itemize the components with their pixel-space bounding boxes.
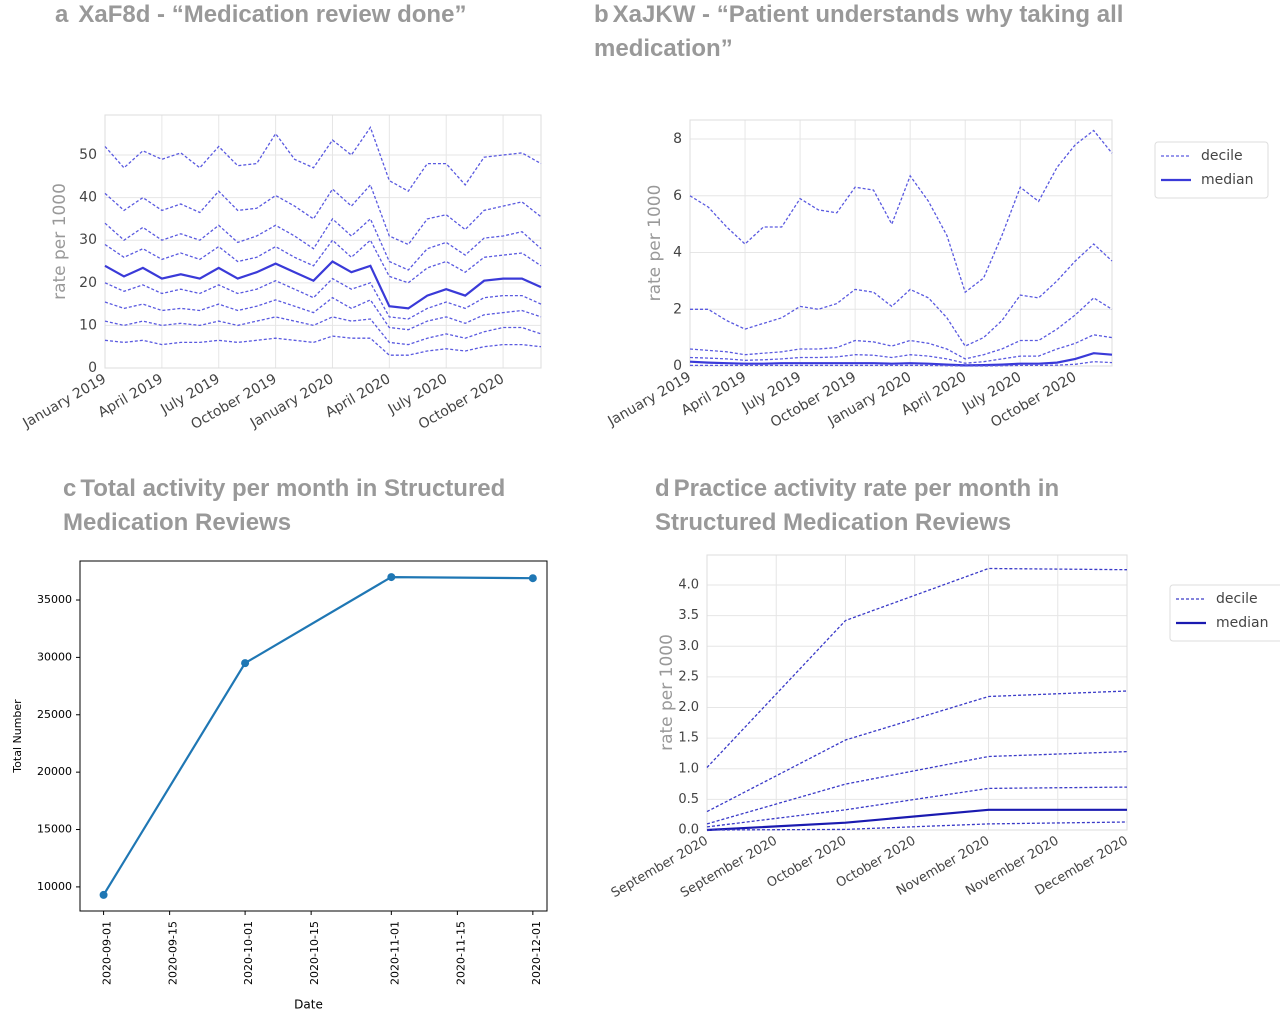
series-line bbox=[706, 786, 1128, 828]
y-tick-label: 6 bbox=[673, 188, 682, 204]
x-tick-label: 2020-11-15 bbox=[454, 921, 467, 985]
panel-letter: b bbox=[594, 1, 609, 28]
x-tick-label: 2020-12-01 bbox=[530, 921, 543, 985]
series-line bbox=[690, 361, 1113, 367]
series-line bbox=[104, 296, 542, 331]
y-axis-label: rate per 1000 bbox=[50, 183, 70, 300]
series-line bbox=[104, 125, 542, 193]
plot-frame bbox=[689, 119, 1113, 367]
plot-frame bbox=[79, 560, 548, 912]
x-tick-label: January 2019 bbox=[604, 369, 694, 430]
x-tick-label: 2020-10-15 bbox=[308, 921, 321, 985]
series-line bbox=[104, 335, 542, 356]
y-tick-label: 35000 bbox=[37, 593, 72, 606]
y-tick-label: 2.5 bbox=[678, 669, 699, 684]
plot-frame bbox=[104, 114, 542, 369]
legend-label: decile bbox=[1216, 591, 1258, 607]
panel-title: d Practice activity rate per month in Str… bbox=[655, 472, 1115, 540]
series-line bbox=[689, 334, 1113, 364]
y-tick-label: 0 bbox=[673, 358, 682, 374]
series-line bbox=[104, 239, 542, 284]
point bbox=[528, 574, 537, 583]
y-tick-label: 4 bbox=[673, 245, 682, 261]
y-tick-label: 1.0 bbox=[678, 761, 699, 776]
panel-title: c Total activity per month in Structured … bbox=[63, 472, 563, 540]
title: Total activity per month in Structured M… bbox=[63, 475, 506, 536]
plot-frame bbox=[706, 554, 1128, 831]
y-tick-label: 30000 bbox=[37, 650, 72, 663]
series-line bbox=[690, 243, 1113, 347]
y-tick-label: 15000 bbox=[37, 823, 72, 836]
y-tick-label: 25000 bbox=[37, 708, 72, 721]
point bbox=[241, 659, 250, 668]
y-tick-label: 30 bbox=[79, 232, 97, 248]
title: Practice activity rate per month in Stru… bbox=[655, 475, 1060, 536]
legend-label: decile bbox=[1201, 148, 1243, 164]
series-line bbox=[104, 217, 542, 271]
series-line bbox=[102, 575, 533, 896]
series-line bbox=[706, 567, 1128, 768]
series-line bbox=[104, 316, 542, 346]
x-tick-label: April 2019 bbox=[95, 371, 165, 421]
title: XaF8d - “Medication review done” bbox=[78, 1, 467, 28]
series-line bbox=[689, 297, 1113, 360]
y-tick-label: 3.0 bbox=[678, 639, 699, 654]
x-tick-label: 2020-09-01 bbox=[101, 921, 114, 985]
panel-letter: a bbox=[55, 1, 69, 28]
y-tick-label: 8 bbox=[673, 131, 682, 147]
y-tick-label: 20 bbox=[79, 275, 97, 291]
series-line bbox=[689, 352, 1113, 367]
y-axis-label: rate per 1000 bbox=[645, 185, 665, 302]
series-line bbox=[104, 277, 542, 320]
panel-title: a XaF8d - “Medication review done” bbox=[55, 0, 595, 32]
panel-letter: d bbox=[655, 475, 670, 502]
title: XaJKW - “Patient understands why taking … bbox=[594, 1, 1124, 62]
series-line bbox=[104, 183, 542, 246]
series-line bbox=[706, 750, 1128, 825]
y-tick-label: 0 bbox=[88, 360, 97, 376]
y-tick-label: 10000 bbox=[37, 880, 72, 893]
legend-label: median bbox=[1201, 172, 1253, 188]
x-tick-label: April 2020 bbox=[323, 371, 393, 421]
y-tick-label: 2 bbox=[673, 301, 682, 317]
series-line bbox=[706, 808, 1127, 832]
point bbox=[387, 573, 396, 582]
y-tick-label: 0.5 bbox=[678, 792, 699, 807]
x-tick-label: 2020-10-01 bbox=[242, 921, 255, 985]
x-tick-label: January 2019 bbox=[19, 371, 109, 432]
series-line bbox=[706, 821, 1128, 831]
y-tick-label: 10 bbox=[79, 317, 97, 333]
y-tick-label: 0.0 bbox=[678, 823, 699, 838]
panel-letter: c bbox=[63, 475, 77, 502]
point bbox=[99, 890, 108, 899]
y-tick-label: 40 bbox=[79, 190, 97, 206]
y-axis-label: rate per 1000 bbox=[657, 634, 677, 751]
legend-label: median bbox=[1216, 615, 1268, 631]
x-tick-label: 2020-09-15 bbox=[167, 921, 180, 985]
panel-title: b XaJKW - “Patient understands why taking… bbox=[594, 0, 1194, 66]
x-axis-label: Date bbox=[294, 998, 323, 1012]
series-line bbox=[706, 690, 1128, 813]
y-tick-label: 50 bbox=[79, 147, 97, 163]
y-tick-label: 20000 bbox=[37, 765, 72, 778]
y-tick-label: 3.5 bbox=[678, 608, 699, 623]
y-tick-label: 4.0 bbox=[678, 578, 699, 593]
series-line bbox=[689, 129, 1113, 294]
x-tick-label: 2020-11-01 bbox=[388, 921, 401, 985]
y-tick-label: 1.5 bbox=[678, 731, 699, 746]
series-line bbox=[104, 260, 542, 310]
y-tick-label: 2.0 bbox=[678, 700, 699, 715]
y-axis-label: Total Number bbox=[11, 699, 24, 774]
